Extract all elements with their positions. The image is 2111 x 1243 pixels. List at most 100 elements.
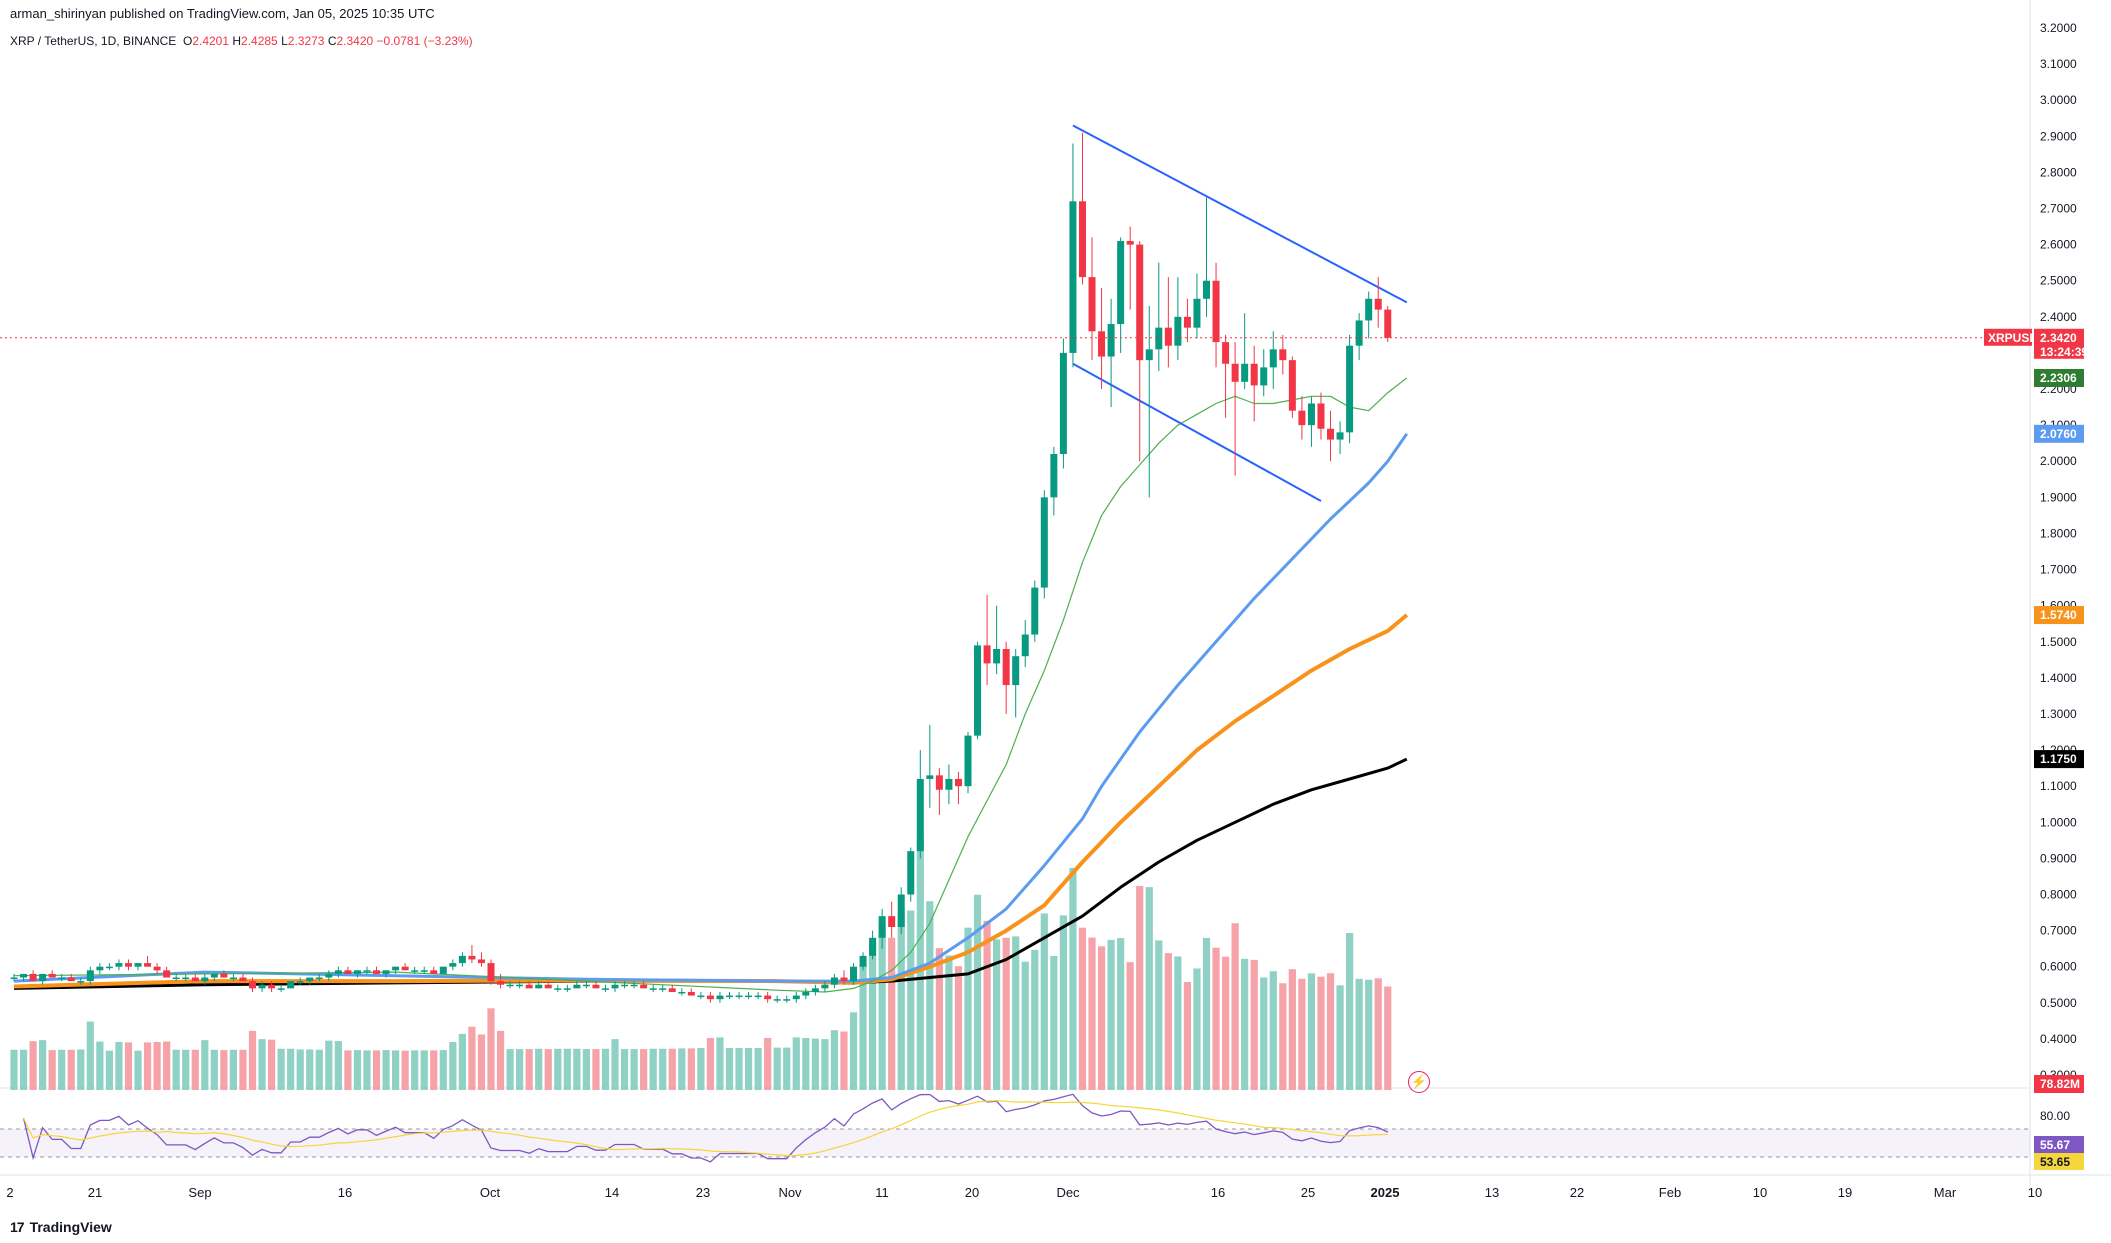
candle-body <box>10 977 18 980</box>
candle-body <box>1164 327 1172 346</box>
price-tick-label: 1.9000 <box>2040 490 2077 504</box>
candle-body <box>525 984 533 989</box>
candle-body <box>58 977 66 980</box>
candle-body <box>363 970 371 972</box>
volume-bar <box>725 1048 734 1090</box>
rsi-value: 55.67 <box>2040 1138 2070 1152</box>
candle-body <box>764 995 772 1000</box>
candle-body <box>630 984 638 987</box>
trendline[interactable] <box>1072 362 1322 502</box>
candle-body <box>229 977 237 980</box>
candle-body <box>1241 363 1249 382</box>
candle-body <box>153 966 161 971</box>
rsi-ma-badge <box>2034 1153 2084 1170</box>
high-label: H <box>232 34 242 48</box>
candle-body <box>535 984 543 989</box>
ma200-line <box>13 757 1408 990</box>
symbol-name[interactable]: XRP / TetherUS, 1D, BINANCE <box>10 34 177 48</box>
volume-bar <box>516 1049 524 1090</box>
candle-body <box>163 970 171 978</box>
candle-body <box>1069 201 1077 353</box>
volume-bar <box>58 1049 66 1090</box>
volume-bar <box>487 1008 495 1090</box>
time-tick-label: 20 <box>965 1185 979 1200</box>
volume-bar <box>29 1041 37 1090</box>
volume-bar <box>1040 913 1048 1090</box>
tradingview-brand[interactable]: 17 TradingView <box>10 1219 112 1235</box>
volume-bar <box>39 1040 47 1090</box>
candle-body <box>745 995 753 998</box>
volume-bar <box>1250 959 1258 1090</box>
volume-bar <box>1164 953 1172 1090</box>
candle-body <box>659 988 667 990</box>
price-tick-label: 2.5000 <box>2040 274 2077 288</box>
volume-bar <box>96 1041 104 1090</box>
low-label: L <box>281 34 288 48</box>
volume-bar <box>620 1049 629 1090</box>
candle-body <box>115 963 123 967</box>
symbol-ohlc-line: XRP / TetherUS, 1D, BINANCE O2.4201 H2.4… <box>10 34 473 48</box>
candle-body <box>878 916 886 938</box>
volume-bar <box>611 1039 619 1090</box>
volume-bar <box>182 1049 190 1090</box>
candle-body <box>382 970 390 974</box>
candle-body <box>182 977 190 980</box>
volume-bar <box>334 1041 342 1090</box>
candle-body <box>983 645 991 664</box>
candle-body <box>39 973 47 982</box>
volume-bar <box>983 920 991 1090</box>
candle-body <box>850 966 858 982</box>
candle-body <box>277 988 285 990</box>
price-tick-label: 2.4000 <box>2040 310 2077 324</box>
volume-bar <box>640 1049 648 1090</box>
volume-bar <box>735 1048 743 1090</box>
lightning-icon[interactable]: ⚡ <box>1408 1071 1430 1093</box>
candle-body <box>773 999 781 1001</box>
candle-body <box>1183 316 1191 328</box>
volume-bar <box>248 1030 257 1090</box>
volume-bar <box>468 1026 476 1090</box>
volume-bar <box>888 937 896 1090</box>
candle-body <box>201 977 209 982</box>
volume-bar <box>907 910 915 1090</box>
time-tick-label: 21 <box>88 1185 102 1200</box>
volume-bar <box>287 1048 295 1090</box>
rsi-ma-value: 53.65 <box>2040 1155 2070 1169</box>
candle-body <box>821 984 829 989</box>
volume-bar <box>124 1042 133 1090</box>
candle-body <box>697 995 705 998</box>
candle-body <box>1336 432 1344 440</box>
candle-body <box>373 970 381 974</box>
candle-body <box>621 984 629 987</box>
candle-body <box>1307 403 1315 426</box>
volume-badge <box>2034 1075 2084 1093</box>
volume-bar <box>544 1049 552 1090</box>
candle-body <box>20 973 28 978</box>
trendline[interactable] <box>1072 124 1408 304</box>
volume-bar <box>945 955 953 1090</box>
volume-bar <box>1059 915 1067 1090</box>
candle-body <box>144 963 152 967</box>
tradingview-logo-icon: 17 <box>10 1219 25 1235</box>
volume-bar <box>77 1049 85 1090</box>
symbol-price-badge <box>1984 328 2032 346</box>
volume-bar <box>954 966 963 1090</box>
volume-bar <box>783 1047 791 1090</box>
candle-body <box>191 977 199 982</box>
volume-bar <box>449 1042 457 1090</box>
candle-body <box>430 970 438 974</box>
volume-bar <box>1326 973 1335 1090</box>
volume-bar <box>535 1048 543 1090</box>
price-tick-label: 2.9000 <box>2040 129 2077 143</box>
candle-body <box>926 775 934 779</box>
candle-body <box>668 988 676 992</box>
time-tick-label: Nov <box>778 1185 802 1200</box>
rsi-ma-line <box>22 1099 1388 1157</box>
time-tick-label: 23 <box>696 1185 710 1200</box>
candle-body <box>344 970 352 974</box>
candle-body <box>716 995 724 1000</box>
volume-bar <box>143 1042 152 1090</box>
volume-bar <box>1202 937 1211 1090</box>
candle-body <box>735 995 743 998</box>
